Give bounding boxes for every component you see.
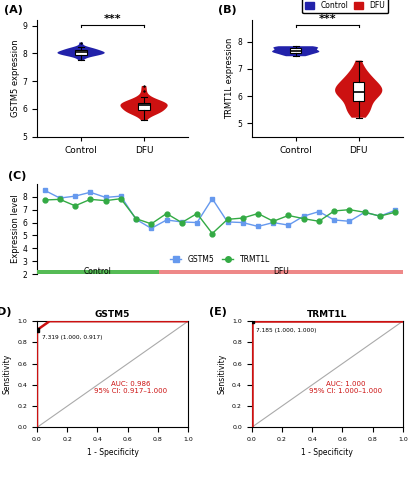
GSTM5	[393, 208, 397, 214]
GSTM5	[286, 222, 291, 228]
TRMT1L	[362, 209, 367, 215]
PathPatch shape	[139, 102, 150, 110]
PathPatch shape	[290, 48, 301, 53]
PathPatch shape	[353, 82, 365, 101]
GSTM5	[316, 208, 321, 214]
GSTM5	[362, 209, 367, 215]
Bar	[37, 270, 159, 274]
GSTM5	[88, 190, 93, 196]
Title: GSTM5: GSTM5	[95, 310, 130, 319]
Text: DFU: DFU	[273, 268, 289, 276]
GSTM5	[332, 217, 337, 223]
GSTM5	[210, 196, 215, 202]
X-axis label: 1 - Specificity: 1 - Specificity	[301, 448, 353, 456]
TRMT1L	[316, 218, 321, 224]
Text: ***: ***	[319, 14, 336, 24]
TRMT1L	[194, 210, 199, 216]
Text: (D): (D)	[0, 307, 11, 317]
GSTM5	[271, 220, 276, 226]
TRMT1L	[179, 220, 184, 226]
TRMT1L	[286, 212, 291, 218]
GSTM5	[256, 224, 261, 230]
GSTM5	[73, 193, 78, 199]
GSTM5	[301, 213, 306, 219]
TRMT1L	[103, 198, 108, 203]
GSTM5	[377, 213, 382, 219]
Text: (A): (A)	[4, 5, 23, 15]
TRMT1L	[73, 203, 78, 209]
TRMT1L	[58, 196, 62, 202]
GSTM5	[134, 216, 139, 222]
Text: AUC: 0.986
95% CI: 0.917–1.000: AUC: 0.986 95% CI: 0.917–1.000	[94, 380, 167, 394]
Text: ***: ***	[104, 14, 121, 24]
Text: (B): (B)	[218, 5, 237, 15]
Line: GSTM5: GSTM5	[42, 188, 397, 231]
TRMT1L	[88, 196, 93, 202]
TRMT1L	[256, 210, 261, 216]
TRMT1L	[225, 216, 230, 222]
GSTM5	[225, 219, 230, 225]
Y-axis label: Sensitivity: Sensitivity	[217, 354, 226, 395]
TRMT1L	[164, 210, 169, 216]
Legend: GSTM5, TRMT1L: GSTM5, TRMT1L	[167, 252, 273, 266]
Title: TRMT1L: TRMT1L	[307, 310, 347, 319]
Line: TRMT1L: TRMT1L	[42, 196, 397, 236]
Text: 7.319 (1.000, 0.917): 7.319 (1.000, 0.917)	[42, 334, 102, 340]
GSTM5	[149, 226, 154, 232]
GSTM5	[118, 193, 123, 199]
TRMT1L	[210, 230, 215, 236]
Text: (C): (C)	[8, 172, 26, 181]
GSTM5	[347, 218, 352, 224]
TRMT1L	[42, 197, 47, 203]
TRMT1L	[134, 216, 139, 222]
Y-axis label: Sensitivity: Sensitivity	[3, 354, 12, 395]
TRMT1L	[149, 221, 154, 227]
GSTM5	[164, 217, 169, 223]
Text: 7.185 (1.000, 1.000): 7.185 (1.000, 1.000)	[256, 328, 316, 333]
Legend: Control, DFU: Control, DFU	[302, 0, 388, 13]
TRMT1L	[271, 218, 276, 224]
TRMT1L	[301, 216, 306, 222]
Y-axis label: GSTM5 expression: GSTM5 expression	[11, 40, 20, 117]
Text: (E): (E)	[209, 307, 227, 317]
PathPatch shape	[75, 50, 87, 55]
TRMT1L	[393, 209, 397, 215]
GSTM5	[194, 220, 199, 226]
TRMT1L	[332, 208, 337, 214]
Text: Control: Control	[84, 268, 112, 276]
Y-axis label: Expression level: Expression level	[11, 194, 20, 264]
Y-axis label: TRMT1L expression: TRMT1L expression	[225, 38, 234, 119]
TRMT1L	[118, 196, 123, 202]
GSTM5	[103, 194, 108, 200]
GSTM5	[42, 188, 47, 194]
GSTM5	[179, 219, 184, 225]
Text: AUC: 1.000
95% CI: 1.000–1.000: AUC: 1.000 95% CI: 1.000–1.000	[309, 380, 382, 394]
X-axis label: 1 - Specificity: 1 - Specificity	[87, 448, 139, 456]
TRMT1L	[240, 215, 245, 221]
GSTM5	[58, 195, 62, 201]
TRMT1L	[377, 213, 382, 219]
GSTM5	[240, 220, 245, 226]
Bar	[159, 270, 403, 274]
TRMT1L	[347, 206, 352, 212]
